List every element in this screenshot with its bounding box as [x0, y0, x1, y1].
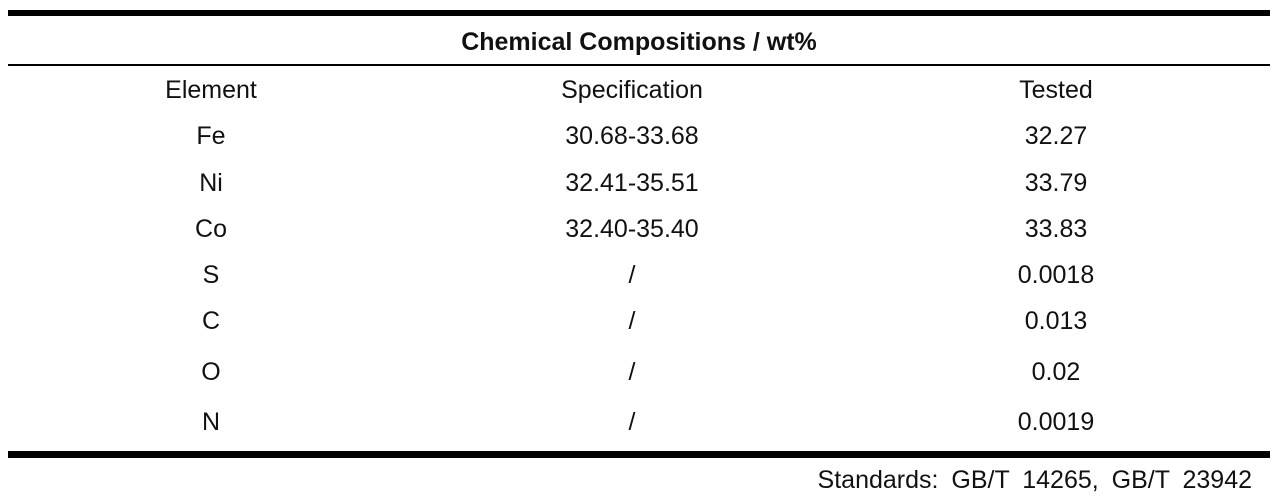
table-cell: 30.68-33.68 [565, 122, 699, 150]
table-cell: N [201, 408, 221, 436]
column-header: Element [165, 76, 257, 104]
header-rule [8, 64, 1270, 66]
table-cell: / [628, 307, 636, 335]
table-cell: 0.0019 [1017, 408, 1095, 436]
table-cell: 32.41-35.51 [565, 169, 699, 197]
table-cell: Ni [199, 169, 223, 197]
table-cell: Co [195, 215, 227, 243]
table-cell: 0.0018 [1017, 261, 1095, 289]
column-header: Tested [1019, 76, 1093, 104]
top-rule [8, 10, 1270, 16]
table-cell: 32.27 [1024, 122, 1088, 150]
table-cell: Fe [196, 122, 226, 150]
table-title: Chemical Compositions / wt% [461, 28, 817, 56]
table-cell: O [201, 358, 221, 386]
table-cell: S [202, 261, 220, 289]
table-cell: / [628, 408, 636, 436]
table-cell: / [628, 261, 636, 289]
table-cell: 33.83 [1024, 215, 1088, 243]
table-cell: 0.013 [1024, 307, 1088, 335]
column-header: Specification [561, 76, 703, 104]
bottom-rule [8, 451, 1270, 458]
table-cell: 32.40-35.40 [565, 215, 699, 243]
table-cell: 0.02 [1031, 358, 1081, 386]
table-cell: 33.79 [1024, 169, 1088, 197]
standards-note: Standards: GB/T 14265, GB/T 23942 [817, 466, 1252, 494]
table-cell: / [628, 358, 636, 386]
table-cell: C [201, 307, 221, 335]
